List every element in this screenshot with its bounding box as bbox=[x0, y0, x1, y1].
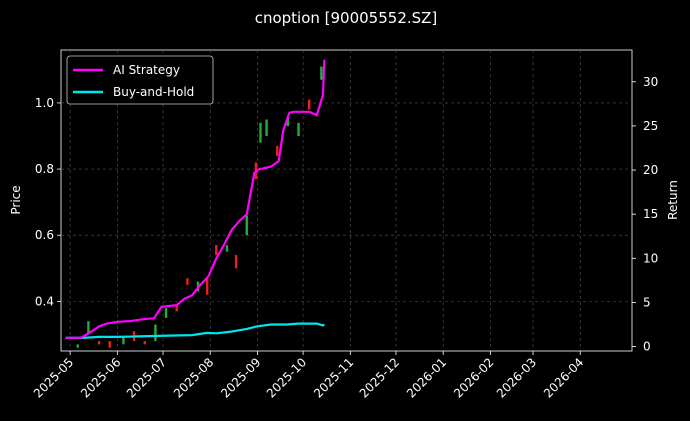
candle-up bbox=[259, 122, 262, 143]
legend-label: AI Strategy bbox=[113, 63, 180, 77]
grid bbox=[61, 50, 632, 351]
y-left-tick-label: 0.8 bbox=[35, 162, 54, 176]
candle-down bbox=[175, 304, 178, 312]
candle-down bbox=[276, 145, 279, 156]
candle-up bbox=[265, 119, 268, 136]
candle-down bbox=[143, 341, 146, 345]
legend: AI Strategy Buy-and-Hold bbox=[66, 55, 214, 105]
candle-down bbox=[307, 99, 311, 110]
candle-up bbox=[245, 215, 248, 236]
y-axis-right-label: Return bbox=[666, 180, 680, 220]
legend-box bbox=[66, 55, 214, 105]
candlesticks bbox=[76, 66, 323, 348]
candle-down bbox=[108, 341, 111, 348]
candle-down bbox=[205, 278, 209, 295]
y-left-tick-label: 1.0 bbox=[35, 96, 54, 110]
y-right-tick-label: 20 bbox=[643, 163, 658, 177]
y-right-tick-label: 15 bbox=[643, 207, 658, 221]
series-line-buy-and-hold bbox=[65, 322, 325, 339]
candle-up bbox=[297, 122, 300, 136]
candle-up bbox=[320, 66, 323, 80]
y-axis-right-ticks: 0 5 10 15 20 25 30 bbox=[632, 75, 658, 354]
candle-down bbox=[186, 278, 189, 285]
y-right-tick-label: 0 bbox=[643, 340, 651, 354]
series-line-ai-strategy bbox=[65, 59, 326, 339]
y-right-tick-label: 10 bbox=[643, 251, 658, 265]
candle-up bbox=[87, 321, 90, 335]
candle-down bbox=[215, 245, 218, 256]
candle-up bbox=[225, 245, 229, 252]
candle-up bbox=[164, 308, 168, 318]
candle-up bbox=[154, 324, 157, 342]
y-right-tick-label: 30 bbox=[643, 75, 658, 89]
y-left-tick-label: 0.4 bbox=[35, 294, 54, 308]
y-axis-left-ticks: 0.4 0.6 0.8 1.0 bbox=[35, 96, 61, 308]
series-lines bbox=[65, 59, 326, 339]
y-left-tick-label: 0.6 bbox=[35, 228, 54, 242]
candle-down bbox=[97, 341, 101, 345]
legend-label: Buy-and-Hold bbox=[113, 85, 194, 99]
y-axis-left-label: Price bbox=[9, 185, 23, 214]
candle-up bbox=[122, 337, 125, 345]
candle-up bbox=[286, 116, 290, 127]
y-right-tick-label: 5 bbox=[643, 295, 651, 309]
chart-title: cnoption [90005552.SZ] bbox=[255, 9, 438, 27]
y-right-tick-label: 25 bbox=[643, 119, 658, 133]
candle-up bbox=[76, 344, 79, 348]
candle-down bbox=[234, 255, 238, 269]
